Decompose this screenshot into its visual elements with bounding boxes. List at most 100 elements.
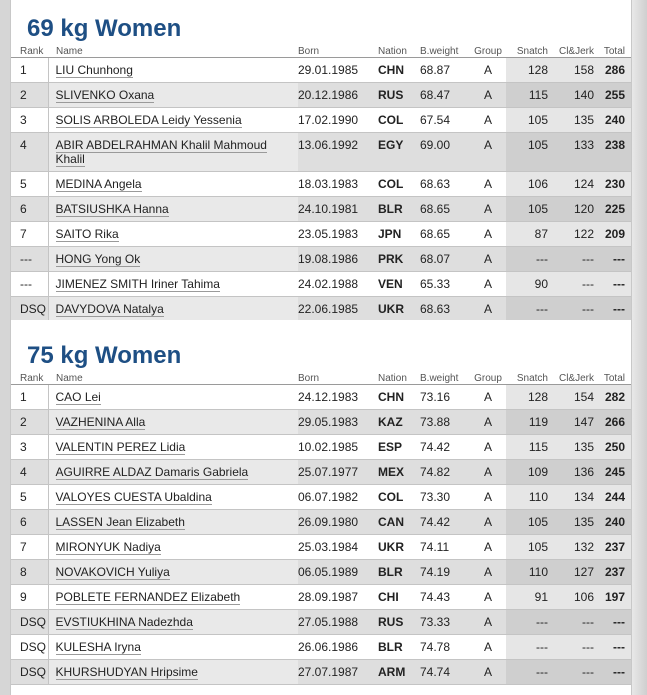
rank-cell: 2: [11, 82, 48, 108]
group-cell-text: A: [483, 615, 492, 629]
born-cell-text: 20.12.1986: [298, 88, 359, 102]
group-cell: A: [470, 609, 506, 635]
born-cell-text: 22.06.1985: [298, 302, 359, 316]
athlete-name-link[interactable]: SLIVENKO Oxana: [55, 88, 155, 103]
col-cleanjerk-header: Cl&Jerk: [554, 44, 600, 58]
athlete-name-link[interactable]: EVSTIUKHINA Nadezhda: [55, 615, 193, 630]
rank-cell: ---: [11, 246, 48, 272]
name-cell: LIU Chunhong: [47, 57, 298, 83]
cleanjerk-cell-text: 124: [573, 177, 594, 191]
athlete-name-link[interactable]: LASSEN Jean Elizabeth: [55, 515, 185, 530]
cleanjerk-cell: 135: [554, 434, 600, 460]
nation-cell-text: KAZ: [378, 415, 403, 429]
bodyweight-cell: 74.11: [420, 534, 470, 560]
athlete-name-link[interactable]: DAVYDOVA Natalya: [55, 302, 164, 317]
cleanjerk-cell: ---: [554, 271, 600, 297]
total-cell: 255: [600, 82, 631, 108]
results-page: 69 kg Women Rank Name Born Nation B.weig…: [10, 0, 632, 695]
cleanjerk-cell-text: 133: [573, 138, 594, 152]
snatch-cell: 87: [506, 221, 554, 247]
section-title: 69 kg Women: [27, 15, 182, 42]
nation-cell-text: EGY: [378, 138, 404, 152]
bodyweight-cell-text: 74.82: [420, 465, 451, 479]
total-cell-text: ---: [613, 665, 625, 679]
athlete-name-link[interactable]: KULESHA Iryna: [55, 640, 141, 655]
born-cell: 24.10.1981: [298, 196, 378, 222]
bodyweight-cell: 68.47: [420, 82, 470, 108]
nation-cell: CAN: [378, 509, 420, 535]
nation-cell-text: CHI: [378, 590, 399, 604]
rank-cell-text: 6: [20, 202, 27, 216]
results-section-75kg: 75 kg Women Rank Name Born Nation B.weig…: [11, 341, 631, 685]
athlete-name-link[interactable]: VAZHENINA Alla: [55, 415, 146, 430]
athlete-name-link[interactable]: POBLETE FERNANDEZ Elizabeth: [55, 590, 241, 605]
total-cell-text: 240: [604, 113, 625, 127]
bodyweight-cell: 74.42: [420, 509, 470, 535]
athlete-name-link[interactable]: VALENTIN PEREZ Lidia: [55, 440, 186, 455]
group-cell-text: A: [483, 540, 492, 554]
group-cell-text: A: [483, 390, 492, 404]
athlete-name-link[interactable]: SAITO Rika: [55, 227, 119, 242]
bodyweight-cell-text: 67.54: [420, 113, 451, 127]
athlete-name-link[interactable]: VALOYES CUESTA Ubaldina: [55, 490, 212, 505]
table-header-row: Rank Name Born Nation B.weight Group Sna…: [11, 44, 631, 58]
total-cell-text: 282: [604, 390, 625, 404]
athlete-name-link[interactable]: CAO Lei: [55, 390, 101, 405]
athlete-name-link[interactable]: MIRONYUK Nadiya: [55, 540, 161, 555]
born-cell: 26.06.1986: [298, 634, 378, 660]
cleanjerk-cell-text: 154: [573, 390, 594, 404]
athlete-name-link[interactable]: BATSIUSHKA Hanna: [55, 202, 169, 217]
born-cell: 23.05.1983: [298, 221, 378, 247]
athlete-name-link[interactable]: SOLIS ARBOLEDA Leidy Yessenia: [55, 113, 242, 128]
group-cell: A: [470, 559, 506, 585]
name-cell: EVSTIUKHINA Nadezhda: [47, 609, 298, 635]
total-cell: 266: [600, 409, 631, 435]
nation-cell-text: CHN: [378, 390, 404, 404]
athlete-name-link[interactable]: MEDINA Angela: [55, 177, 142, 192]
table-row: 7 SAITO Rika 23.05.1983 JPN 68.65 A 87 122 209: [11, 221, 631, 247]
athlete-name-link[interactable]: JIMENEZ SMITH Iriner Tahima: [55, 277, 220, 292]
snatch-cell: 110: [506, 559, 554, 585]
snatch-cell-text: 119: [528, 415, 548, 429]
nation-cell: PRK: [378, 246, 420, 272]
athlete-name-link[interactable]: AGUIRRE ALDAZ Damaris Gabriela: [55, 465, 249, 480]
cleanjerk-cell: 120: [554, 196, 600, 222]
cleanjerk-cell-text: ---: [582, 302, 594, 316]
born-cell-text: 23.05.1983: [298, 227, 359, 241]
nation-cell-text: COL: [378, 490, 404, 504]
col-total-header: Total: [600, 371, 631, 385]
bodyweight-cell-text: 68.07: [420, 252, 451, 266]
athlete-name-link[interactable]: KHURSHUDYAN Hripsime: [55, 665, 198, 680]
group-cell-text: A: [483, 138, 492, 152]
nation-cell: RUS: [378, 609, 420, 635]
snatch-cell: ---: [506, 296, 554, 322]
rank-cell-text: 3: [20, 440, 27, 454]
bodyweight-cell-text: 69.00: [420, 138, 451, 152]
born-cell-text: 28.09.1987: [298, 590, 359, 604]
nation-cell: ESP: [378, 434, 420, 460]
athlete-name-link[interactable]: NOVAKOVICH Yuliya: [55, 565, 170, 580]
total-cell-text: 237: [604, 565, 625, 579]
cleanjerk-cell: 134: [554, 484, 600, 510]
bodyweight-cell-text: 68.63: [420, 177, 451, 191]
athlete-name-link[interactable]: HONG Yong Ok: [55, 252, 141, 267]
born-cell-text: 06.05.1989: [298, 565, 359, 579]
name-cell: KULESHA Iryna: [47, 634, 298, 660]
name-cell: SAITO Rika: [47, 221, 298, 247]
name-cell: BATSIUSHKA Hanna: [47, 196, 298, 222]
athlete-name-link[interactable]: ABIR ABDELRAHMAN Khalil Mahmoud Khalil: [55, 138, 267, 167]
group-cell: A: [470, 171, 506, 197]
snatch-cell-text: 87: [534, 227, 548, 241]
bodyweight-cell: 68.07: [420, 246, 470, 272]
nation-cell-text: COL: [378, 177, 404, 191]
table-row: 2 SLIVENKO Oxana 20.12.1986 RUS 68.47 A 115 140…: [11, 82, 631, 108]
snatch-cell-text: 105: [527, 515, 548, 529]
athlete-name-link[interactable]: LIU Chunhong: [55, 63, 133, 78]
name-cell: KHURSHUDYAN Hripsime: [47, 659, 298, 685]
total-cell: 286: [600, 57, 631, 83]
table-row: 9 POBLETE FERNANDEZ Elizabeth 28.09.1987 CH…: [11, 584, 631, 610]
col-nation-header: Nation: [378, 371, 420, 385]
cleanjerk-cell-text: 132: [573, 540, 594, 554]
rank-cell: 3: [11, 107, 48, 133]
snatch-cell-text: ---: [536, 640, 548, 654]
